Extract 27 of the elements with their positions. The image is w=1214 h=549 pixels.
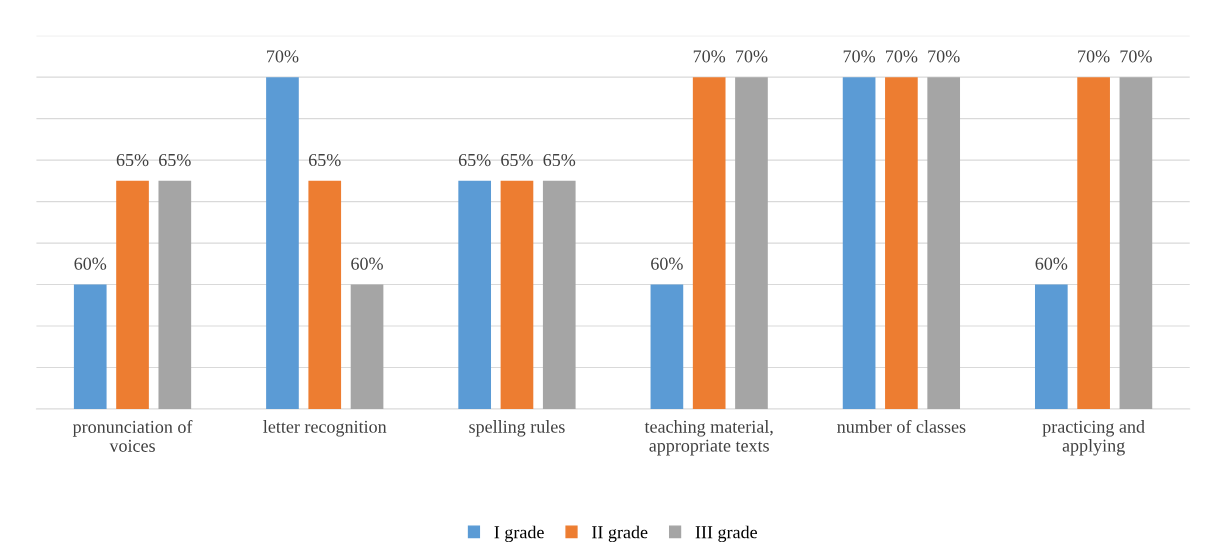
legend-label: II grade <box>592 525 648 543</box>
x-tick-label: letter recognition <box>263 420 387 437</box>
x-tick-label: pronunciation of voices <box>72 420 193 452</box>
data-label: 65% <box>308 153 341 167</box>
data-label: 70% <box>1078 50 1110 63</box>
x-tick-label: number of classes <box>837 419 966 433</box>
data-label: 70% <box>736 50 768 63</box>
data-label: 65% <box>458 153 491 167</box>
data-label: 70% <box>843 50 876 63</box>
x-tick-label: teaching material, appropriate texts <box>644 420 773 456</box>
x-tick-label: spelling rules <box>469 420 565 437</box>
data-label: 70% <box>267 50 299 63</box>
data-label: 70% <box>1120 50 1152 63</box>
data-label: 60% <box>651 257 683 270</box>
data-label: 65% <box>159 153 191 167</box>
data-label: 60% <box>1035 257 1068 270</box>
legend-label: III grade <box>695 525 757 543</box>
data-label: 60% <box>351 257 383 270</box>
data-label: 65% <box>543 153 576 167</box>
data-label: 65% <box>501 153 533 167</box>
data-label: 70% <box>693 50 726 63</box>
data-label: 70% <box>886 50 918 63</box>
legend-label: I grade <box>494 525 544 543</box>
data-label: 65% <box>116 153 149 167</box>
data-label: 70% <box>928 50 960 63</box>
data-label: 60% <box>74 257 107 270</box>
x-tick-label: practicing and applying <box>1042 420 1145 456</box>
